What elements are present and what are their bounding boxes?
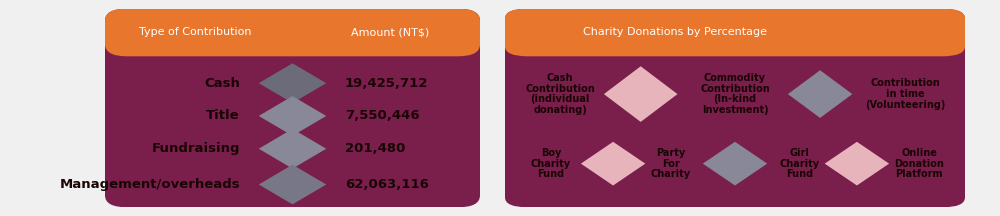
Polygon shape xyxy=(259,96,326,136)
Text: Amount (NT$): Amount (NT$) xyxy=(351,27,429,38)
Text: Cash
Contribution
(individual
donating): Cash Contribution (individual donating) xyxy=(525,73,595,115)
Text: 201,480: 201,480 xyxy=(345,142,405,155)
Polygon shape xyxy=(259,63,326,103)
Text: 62,063,116: 62,063,116 xyxy=(345,178,429,191)
Polygon shape xyxy=(604,66,678,122)
FancyBboxPatch shape xyxy=(105,9,480,56)
Polygon shape xyxy=(259,165,326,204)
FancyBboxPatch shape xyxy=(105,9,480,207)
Text: Contribution
in time
(Volunteering): Contribution in time (Volunteering) xyxy=(865,78,945,110)
Text: Commodity
Contribution
(In-kind
Investment): Commodity Contribution (In-kind Investme… xyxy=(700,73,770,115)
Text: Management/overheads: Management/overheads xyxy=(59,178,240,191)
FancyBboxPatch shape xyxy=(505,9,965,56)
Text: Title: Title xyxy=(206,110,240,122)
Text: 19,425,712: 19,425,712 xyxy=(345,77,428,90)
Text: Boy
Charity
Fund: Boy Charity Fund xyxy=(531,148,571,179)
Text: Fundraising: Fundraising xyxy=(152,142,240,155)
Text: Online
Donation
Platform: Online Donation Platform xyxy=(894,148,944,179)
Polygon shape xyxy=(825,142,889,186)
Text: Party
For
Charity: Party For Charity xyxy=(651,148,691,179)
FancyBboxPatch shape xyxy=(505,9,965,207)
Text: Charity Donations by Percentage: Charity Donations by Percentage xyxy=(583,27,767,38)
Text: 7,550,446: 7,550,446 xyxy=(345,110,420,122)
Polygon shape xyxy=(703,142,767,186)
Text: Cash: Cash xyxy=(204,77,240,90)
Polygon shape xyxy=(788,70,852,118)
Polygon shape xyxy=(581,142,645,186)
Polygon shape xyxy=(259,129,326,169)
Text: Girl
Charity
Fund: Girl Charity Fund xyxy=(779,148,819,179)
Text: Type of Contribution: Type of Contribution xyxy=(139,27,251,38)
